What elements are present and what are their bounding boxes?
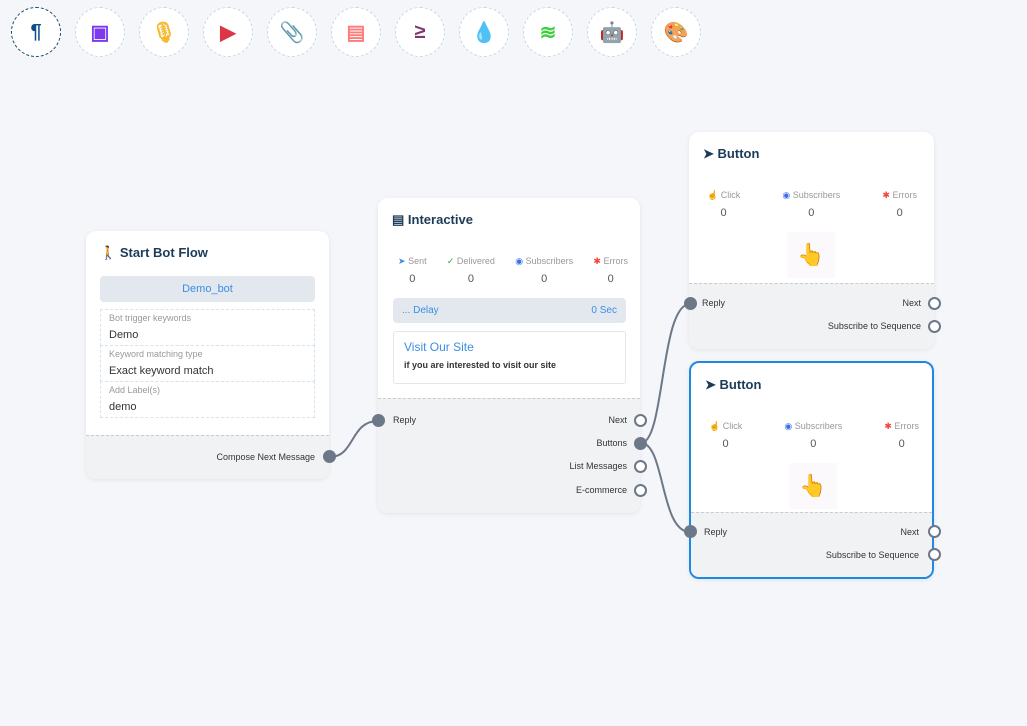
button-reply-port[interactable] bbox=[684, 297, 697, 310]
newspaper-icon: ▤ bbox=[346, 21, 366, 44]
bot-name-button[interactable]: Demo_bot bbox=[100, 276, 315, 302]
node-title: Button bbox=[717, 146, 760, 161]
labels-field[interactable]: Add Label(s) demo bbox=[100, 381, 315, 418]
button-node[interactable]: ➤ Button ☝ Click 0 ◉ Subscribers 0 ✱ Error… bbox=[689, 132, 934, 349]
matching-type-field[interactable]: Keyword matching type Exact keyword match bbox=[100, 345, 315, 382]
compose-output-port[interactable] bbox=[323, 450, 336, 463]
connection-start-to-interactive bbox=[329, 420, 379, 458]
tool-palette-button[interactable]: 🎨 bbox=[651, 7, 701, 57]
cursor-icon: ➤ bbox=[703, 146, 714, 161]
stat-click: ☝ Click 0 bbox=[709, 421, 743, 450]
tool-paperclip-button[interactable]: 📎 bbox=[267, 7, 317, 57]
button-next-port[interactable] bbox=[928, 297, 941, 310]
hand-pointer-icon: ☝ bbox=[707, 190, 719, 200]
microphone-icon: 🎙 bbox=[151, 21, 177, 44]
output-label: Compose Next Message bbox=[216, 452, 315, 462]
bug-icon: ✱ bbox=[884, 421, 892, 431]
interactive-node[interactable]: ▤ Interactive ➤ Sent 0 ✓ Delivered 0 ◉ Sub… bbox=[378, 198, 640, 513]
stat-sent: ➤ Sent 0 bbox=[398, 256, 427, 285]
tool-robot-button[interactable]: 🤖 bbox=[587, 7, 637, 57]
paperclip-icon: 📎 bbox=[279, 21, 305, 44]
stat-subscribers: ◉ Subscribers 0 bbox=[784, 421, 843, 450]
connection-buttons-to-button2 bbox=[640, 442, 691, 533]
button-node[interactable]: ➤ Button ☝ Click 0 ◉ Subscribers 0 ✱ Error… bbox=[689, 361, 934, 579]
walking-icon: 🚶 bbox=[100, 245, 117, 260]
user-circle-icon: ◉ bbox=[515, 256, 524, 266]
tool-paragraph-button[interactable]: ¶ bbox=[11, 7, 61, 57]
bug-icon: ✱ bbox=[593, 256, 601, 266]
interactive-reply-port[interactable] bbox=[372, 414, 385, 427]
user-circle-icon: ◉ bbox=[784, 421, 793, 431]
stat-click: ☝ Click 0 bbox=[707, 190, 741, 219]
delay-bar[interactable]: ... Delay 0 Sec bbox=[393, 298, 626, 323]
stat-errors: ✱ Errors 0 bbox=[882, 190, 917, 219]
stat-errors: ✱ Errors 0 bbox=[593, 256, 628, 285]
check-circle-icon: ✓ bbox=[446, 256, 455, 266]
next-output-port[interactable] bbox=[634, 414, 647, 427]
tool-droplet-button[interactable]: 💧 bbox=[459, 7, 509, 57]
droplet-icon: 💧 bbox=[471, 21, 497, 44]
stat-errors: ✱ Errors 0 bbox=[884, 421, 919, 450]
ecommerce-output-port[interactable] bbox=[634, 484, 647, 497]
tool-stack-button[interactable]: ≋ bbox=[523, 7, 573, 57]
robot-icon: 🤖 bbox=[599, 21, 625, 44]
tool-microphone-button[interactable]: 🎙 bbox=[139, 7, 189, 57]
subscribe-sequence-port[interactable] bbox=[928, 548, 941, 561]
user-circle-icon: ◉ bbox=[782, 190, 791, 200]
bug-icon: ✱ bbox=[882, 190, 890, 200]
trigger-keywords-field[interactable]: Bot trigger keywords Demo bbox=[100, 309, 315, 346]
button-reply-port[interactable] bbox=[684, 525, 697, 538]
tool-image-button[interactable]: ▣ bbox=[75, 7, 125, 57]
cursor-icon: ➤ bbox=[705, 377, 716, 392]
button-next-port[interactable] bbox=[928, 525, 941, 538]
tool-youtube-button[interactable]: ▶ bbox=[203, 7, 253, 57]
newspaper-icon: ▤ bbox=[392, 212, 405, 227]
youtube-icon: ▶ bbox=[220, 21, 236, 44]
message-card[interactable]: Visit Our Site if you are interested to … bbox=[393, 331, 626, 384]
paragraph-icon: ¶ bbox=[30, 20, 42, 43]
node-title: Start Bot Flow bbox=[119, 245, 208, 260]
node-title: Button bbox=[719, 377, 762, 392]
tap-hand-icon: 👆 bbox=[789, 463, 837, 509]
buttons-output-port[interactable] bbox=[634, 437, 647, 450]
stat-subscribers: ◉ Subscribers 0 bbox=[515, 256, 574, 285]
tap-hand-icon: 👆 bbox=[787, 232, 835, 278]
tool-greater-equal-button[interactable]: ≥ bbox=[395, 7, 445, 57]
start-bot-flow-node[interactable]: 🚶 Start Bot Flow Demo_bot Bot trigger ke… bbox=[86, 231, 329, 479]
connection-buttons-to-button1 bbox=[640, 303, 691, 444]
send-icon: ➤ bbox=[398, 256, 406, 266]
reply-label: Reply bbox=[393, 415, 417, 425]
hand-pointer-icon: ☝ bbox=[709, 421, 721, 431]
palette-icon: 🎨 bbox=[663, 21, 689, 44]
stack-icon: ≋ bbox=[539, 21, 557, 44]
stat-delivered: ✓ Delivered 0 bbox=[446, 256, 495, 285]
subscribe-sequence-port[interactable] bbox=[928, 320, 941, 333]
tool-newspaper-button[interactable]: ▤ bbox=[331, 7, 381, 57]
list-messages-output-port[interactable] bbox=[634, 460, 647, 473]
node-title: Interactive bbox=[407, 212, 473, 227]
greater-equal-icon: ≥ bbox=[414, 20, 426, 43]
stat-subscribers: ◉ Subscribers 0 bbox=[782, 190, 841, 219]
image-icon: ▣ bbox=[90, 21, 110, 44]
